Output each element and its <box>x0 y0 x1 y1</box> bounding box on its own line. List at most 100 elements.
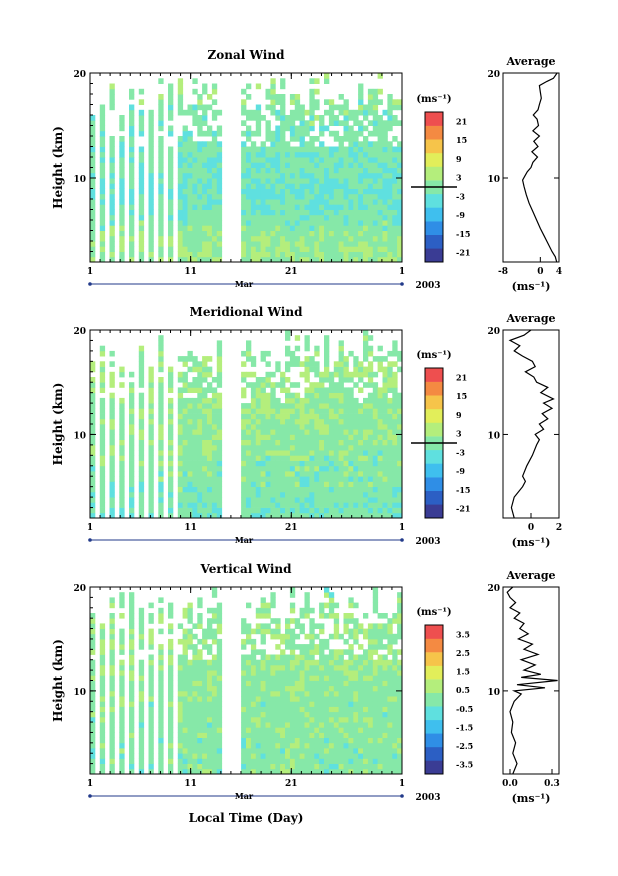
heatmap-cell <box>285 151 291 158</box>
heatmap-cell <box>182 638 188 645</box>
heatmap-cell <box>377 408 383 414</box>
heatmap-cell <box>319 199 325 205</box>
heatmap-cell <box>285 413 291 420</box>
heatmap-cell <box>392 392 398 399</box>
heatmap-cell <box>309 188 315 195</box>
heatmap-cell <box>129 633 135 640</box>
heatmap-cell <box>387 350 393 357</box>
heatmap-cell <box>363 403 369 409</box>
heatmap-cell <box>285 403 291 409</box>
heatmap-cell <box>265 737 271 744</box>
heatmap-cell <box>387 748 393 754</box>
heatmap-cell <box>270 768 276 775</box>
heatmap-cell <box>246 199 252 205</box>
heatmap-cell <box>387 502 393 508</box>
heatmap-cell <box>343 476 349 482</box>
heatmap-cell <box>299 120 305 126</box>
heatmap-cell <box>260 418 266 425</box>
heatmap-cell <box>168 613 174 619</box>
heatmap-cell <box>299 130 305 137</box>
heatmap-cell <box>207 722 213 728</box>
heatmap-cell <box>138 680 145 687</box>
heatmap-cell <box>338 172 344 179</box>
heatmap-cell <box>363 146 369 153</box>
heatmap-cell <box>358 763 364 770</box>
heatmap-cell <box>119 397 125 404</box>
heatmap-cell <box>275 664 281 671</box>
heatmap-cell <box>119 125 125 132</box>
heatmap-cell <box>270 136 276 142</box>
heatmap-cell <box>99 476 106 482</box>
heatmap-cell <box>392 115 398 121</box>
heatmap-cell <box>358 753 364 759</box>
heatmap-cell <box>202 104 208 111</box>
heatmap-cell <box>285 706 291 713</box>
heatmap-cell <box>250 199 257 205</box>
heatmap-cell <box>275 115 281 121</box>
heatmap-cell <box>338 361 344 367</box>
heatmap-cell <box>358 685 364 692</box>
heatmap-cell <box>192 199 198 205</box>
heatmap-cell <box>99 706 106 713</box>
heatmap-cell <box>265 94 271 100</box>
heatmap-cell <box>241 481 247 487</box>
heatmap-cell <box>138 392 145 399</box>
heatmap-cell <box>265 481 271 487</box>
heatmap-cell <box>270 486 276 493</box>
heatmap-cell <box>294 690 301 697</box>
heatmap-cell <box>197 366 203 373</box>
heatmap-cell <box>304 397 310 404</box>
heatmap-cell <box>348 649 354 655</box>
heatmap-cell <box>280 115 286 121</box>
heatmap-cell <box>397 366 403 373</box>
heatmap-cell <box>309 507 315 514</box>
heatmap-cell <box>309 706 315 713</box>
heatmap-cell <box>250 115 257 121</box>
heatmap-cell <box>343 512 349 519</box>
heatmap-cell <box>353 670 359 676</box>
heatmap-cell <box>241 183 247 189</box>
heatmap-cell <box>392 418 398 425</box>
colorbar-swatch <box>425 746 443 761</box>
heatmap-cell <box>280 241 286 247</box>
heatmap-cell <box>343 753 349 759</box>
heatmap-cell <box>304 732 310 738</box>
heatmap-cell <box>314 716 320 723</box>
heatmap-cell <box>387 711 393 718</box>
heatmap-cell <box>99 737 106 744</box>
heatmap-cell <box>314 172 320 179</box>
heatmap-cell <box>158 204 164 210</box>
heatmap-cell <box>192 78 198 84</box>
heatmap-cell <box>397 188 403 195</box>
heatmap-cell <box>197 429 203 435</box>
heatmap-cell <box>367 214 374 221</box>
heatmap-cell <box>382 408 388 414</box>
heatmap-cell <box>319 225 325 231</box>
heatmap-cell <box>294 748 301 754</box>
heatmap-cell <box>397 183 403 189</box>
heatmap-cell <box>270 172 276 179</box>
heatmap-cell <box>372 465 379 472</box>
heatmap-cell <box>285 387 291 393</box>
panel-title: Meridional Wind <box>190 305 304 319</box>
heatmap-cell <box>182 235 188 242</box>
heatmap-cell <box>285 737 291 744</box>
heatmap-cell <box>202 361 208 367</box>
heatmap-cell <box>138 434 145 440</box>
heatmap-cell <box>372 476 379 482</box>
heatmap-cell <box>187 424 193 430</box>
heatmap-cell <box>358 167 364 174</box>
heatmap-cell <box>275 491 281 498</box>
average-profile-line <box>521 72 558 263</box>
heatmap-cell <box>377 434 383 440</box>
heatmap-cell <box>285 727 291 733</box>
heatmap-cell <box>348 471 354 477</box>
heatmap-cell <box>197 413 203 420</box>
heatmap-cell <box>319 204 325 210</box>
heatmap-cell <box>289 670 296 676</box>
heatmap-cell <box>314 727 320 733</box>
heatmap-cell <box>387 507 393 514</box>
heatmap-cell <box>333 450 340 456</box>
heatmap-cell <box>314 167 320 174</box>
heatmap-cell <box>241 491 247 498</box>
